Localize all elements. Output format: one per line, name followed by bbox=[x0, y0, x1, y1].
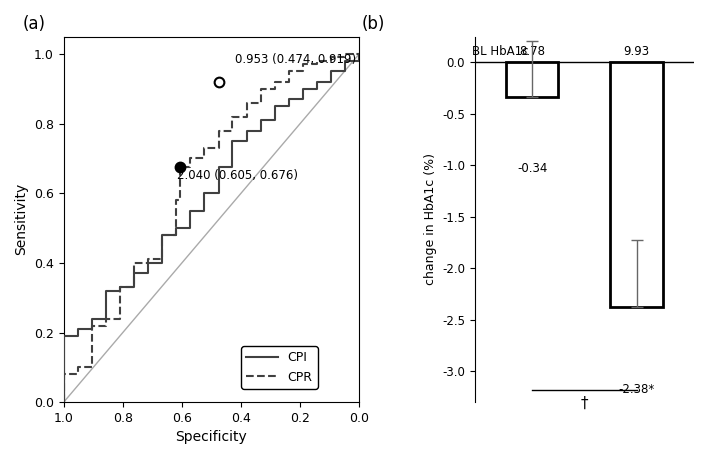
Y-axis label: Sensitivity: Sensitivity bbox=[14, 183, 28, 255]
Text: (a): (a) bbox=[23, 15, 45, 32]
Text: (b): (b) bbox=[361, 15, 384, 32]
Text: -2.38*: -2.38* bbox=[618, 383, 655, 396]
X-axis label: Specificity: Specificity bbox=[176, 430, 247, 445]
Legend: CPI, CPR: CPI, CPR bbox=[241, 346, 318, 388]
Y-axis label: change in HbA1c (%): change in HbA1c (%) bbox=[423, 154, 437, 285]
Bar bbox=[610, 62, 663, 308]
Text: 8.78: 8.78 bbox=[519, 45, 545, 58]
Bar bbox=[506, 62, 559, 97]
Text: †: † bbox=[581, 396, 588, 411]
Text: BL HbA1c: BL HbA1c bbox=[472, 45, 528, 58]
Text: 0.953 (0.474, 0.919): 0.953 (0.474, 0.919) bbox=[235, 53, 356, 66]
Text: 9.93: 9.93 bbox=[624, 45, 649, 58]
Text: 2.040 (0.605, 0.676): 2.040 (0.605, 0.676) bbox=[178, 169, 299, 182]
Text: -0.34: -0.34 bbox=[517, 162, 547, 175]
